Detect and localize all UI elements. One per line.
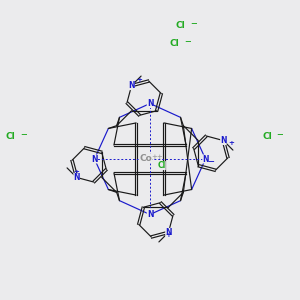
Text: N: N xyxy=(220,136,226,145)
Text: −: − xyxy=(274,130,284,139)
Text: Cl: Cl xyxy=(158,161,166,170)
Text: −: − xyxy=(207,157,214,166)
Text: ++: ++ xyxy=(152,154,164,160)
Text: +: + xyxy=(228,140,234,146)
Text: Cl: Cl xyxy=(262,132,272,141)
Text: −: − xyxy=(18,130,28,139)
Text: Cl: Cl xyxy=(176,21,185,30)
Text: +: + xyxy=(166,232,172,238)
Text: Cl: Cl xyxy=(169,39,179,48)
Text: Cl: Cl xyxy=(6,132,16,141)
Text: N: N xyxy=(74,173,80,182)
Text: N: N xyxy=(91,154,98,164)
Text: Co: Co xyxy=(139,154,152,163)
Text: N: N xyxy=(147,210,153,219)
Text: N: N xyxy=(147,99,153,108)
Text: −: − xyxy=(182,37,191,46)
Text: N: N xyxy=(165,228,172,237)
Text: N: N xyxy=(202,154,209,164)
Text: −: − xyxy=(188,19,197,28)
Text: N: N xyxy=(128,81,135,90)
Text: +: + xyxy=(74,169,80,175)
Text: +: + xyxy=(136,77,142,83)
